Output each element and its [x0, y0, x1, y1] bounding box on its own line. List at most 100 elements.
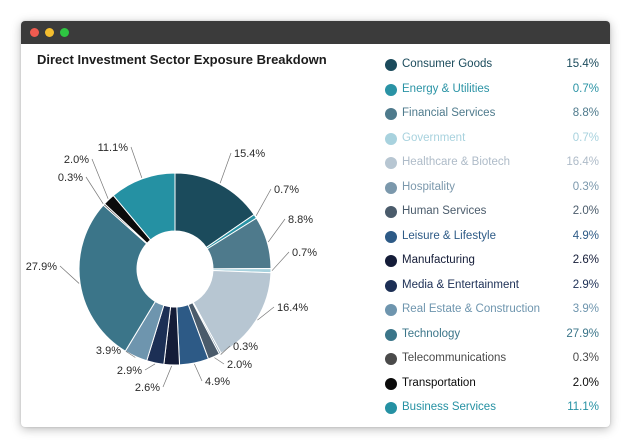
- data-label-healthcare-and-biotech: 16.4%: [277, 302, 308, 314]
- legend-item-human-services[interactable]: Human Services 2.0%: [382, 200, 602, 225]
- legend-swatch: [385, 304, 397, 316]
- data-label-transportation: 2.0%: [64, 154, 89, 166]
- leader-line-manufacturing: [162, 365, 172, 388]
- legend-label: Telecommunications: [402, 352, 507, 364]
- data-label-telecommunications: 0.3%: [58, 172, 83, 184]
- legend-label: Healthcare & Biotech: [402, 156, 511, 168]
- legend-item-financial-services[interactable]: Financial Services 8.8%: [382, 102, 602, 127]
- leader-line-financial-services: [267, 218, 286, 243]
- legend-value: 4.9%: [572, 229, 599, 242]
- legend-swatch: [385, 83, 397, 96]
- chart-legend: Consumer Goods 15.4% Energy & Utilities 0.7…: [382, 53, 602, 421]
- minimize-dot[interactable]: [45, 28, 54, 37]
- legend-label: Real Estate & Construction: [402, 303, 541, 315]
- legend-label: Technology: [402, 327, 461, 340]
- data-label-business-services: 11.1%: [98, 142, 129, 154]
- legend-label: Media & Entertainment: [402, 278, 519, 291]
- legend-swatch: [385, 353, 397, 365]
- legend-value: 0.3%: [572, 180, 599, 193]
- legend-item-healthcare-and-biotech[interactable]: Healthcare & Biotech 16.4%: [382, 151, 602, 176]
- legend-value: 11.1%: [567, 401, 599, 413]
- legend-label: Transportation: [402, 376, 476, 389]
- legend-label: Business Services: [402, 401, 496, 413]
- data-label-leisure-and-lifestyle: 4.9%: [205, 376, 230, 388]
- leader-line-business-services: [130, 146, 143, 178]
- data-label-human-services: 2.0%: [227, 359, 252, 371]
- legend-swatch: [385, 206, 397, 218]
- leader-line-real-estate-and-construction: [123, 349, 136, 358]
- legend-label: Consumer Goods: [402, 58, 493, 70]
- legend-item-transportation[interactable]: Transportation 2.0%: [382, 372, 602, 397]
- data-label-hospitality: 0.3%: [233, 341, 258, 353]
- legend-value: 3.9%: [572, 303, 599, 315]
- data-label-energy-and-utilities: 0.7%: [274, 184, 299, 196]
- legend-label: Hospitality: [402, 180, 456, 193]
- window-titlebar: [21, 21, 610, 44]
- legend-swatch: [385, 181, 397, 194]
- legend-label: Energy & Utilities: [402, 82, 490, 95]
- leader-line-technology: [59, 265, 80, 284]
- legend-swatch: [385, 279, 397, 292]
- data-label-technology: 27.9%: [26, 261, 57, 273]
- legend-value: 27.9%: [566, 327, 599, 340]
- chart-title: Direct Investment Sector Exposure Breakd…: [37, 52, 327, 67]
- legend-value: 0.7%: [572, 131, 599, 144]
- legend-value: 2.9%: [572, 278, 599, 291]
- leader-line-government: [271, 251, 290, 271]
- legend-value: 0.3%: [572, 352, 599, 364]
- legend-swatch: [385, 255, 397, 267]
- legend-swatch: [385, 328, 397, 341]
- legend-item-telecommunications[interactable]: Telecommunications 0.3%: [382, 347, 602, 372]
- legend-label: Manufacturing: [402, 254, 475, 266]
- leader-line-consumer-goods: [219, 152, 232, 184]
- data-label-real-estate-and-construction: 3.9%: [96, 345, 121, 357]
- data-label-financial-services: 8.8%: [288, 214, 313, 226]
- legend-item-government[interactable]: Government 0.7%: [382, 127, 602, 152]
- legend-swatch: [385, 402, 397, 414]
- leader-line-transportation: [91, 158, 109, 199]
- legend-swatch: [385, 132, 397, 145]
- data-label-government: 0.7%: [292, 247, 317, 259]
- legend-item-media-and-entertainment[interactable]: Media & Entertainment 2.9%: [382, 274, 602, 299]
- data-label-media-and-entertainment: 2.9%: [117, 365, 142, 377]
- legend-label: Leisure & Lifestyle: [402, 229, 496, 242]
- legend-value: 2.0%: [572, 376, 599, 389]
- legend-swatch: [385, 59, 397, 71]
- legend-value: 16.4%: [566, 156, 599, 168]
- leader-line-hospitality: [220, 345, 231, 355]
- leader-line-leisure-and-lifestyle: [194, 363, 203, 382]
- leader-line-energy-and-utilities: [255, 188, 272, 216]
- legend-swatch: [385, 157, 397, 169]
- legend-label: Government: [402, 131, 466, 144]
- legend-item-consumer-goods[interactable]: Consumer Goods 15.4%: [382, 53, 602, 78]
- legend-swatch: [385, 108, 397, 120]
- leader-line-human-services: [214, 357, 225, 365]
- legend-swatch: [385, 377, 397, 390]
- maximize-dot[interactable]: [60, 28, 69, 37]
- donut-chart: 15.4% 0.7% 8.8% 0.7% 16.4% 0.3% 2.0% 4.9% 2.6% 2.…: [26, 142, 317, 394]
- legend-item-business-services[interactable]: Business Services 11.1%: [382, 396, 602, 421]
- legend-swatch: [385, 230, 397, 243]
- legend-value: 2.0%: [572, 205, 599, 217]
- legend-item-real-estate-and-construction[interactable]: Real Estate & Construction 3.9%: [382, 298, 602, 323]
- legend-label: Human Services: [402, 205, 487, 217]
- legend-item-energy-and-utilities[interactable]: Energy & Utilities 0.7%: [382, 78, 602, 103]
- legend-label: Financial Services: [402, 107, 496, 119]
- app-window: Direct Investment Sector Exposure Breakd…: [21, 21, 610, 427]
- leader-line-telecommunications: [85, 176, 104, 204]
- legend-value: 15.4%: [566, 58, 599, 70]
- legend-value: 8.8%: [572, 107, 599, 119]
- legend-item-leisure-and-lifestyle[interactable]: Leisure & Lifestyle 4.9%: [382, 225, 602, 250]
- data-label-manufacturing: 2.6%: [135, 382, 160, 394]
- legend-value: 2.6%: [572, 254, 599, 266]
- slice-technology[interactable]: [78, 204, 157, 352]
- legend-item-hospitality[interactable]: Hospitality 0.3%: [382, 176, 602, 201]
- leader-line-media-and-entertainment: [144, 363, 156, 371]
- slice-business-services[interactable]: [112, 172, 176, 241]
- leader-line-healthcare-and-biotech: [257, 306, 275, 321]
- legend-item-manufacturing[interactable]: Manufacturing 2.6%: [382, 249, 602, 274]
- data-label-consumer-goods: 15.4%: [234, 148, 265, 160]
- legend-item-technology[interactable]: Technology 27.9%: [382, 323, 602, 348]
- close-dot[interactable]: [30, 28, 39, 37]
- legend-value: 0.7%: [572, 82, 599, 95]
